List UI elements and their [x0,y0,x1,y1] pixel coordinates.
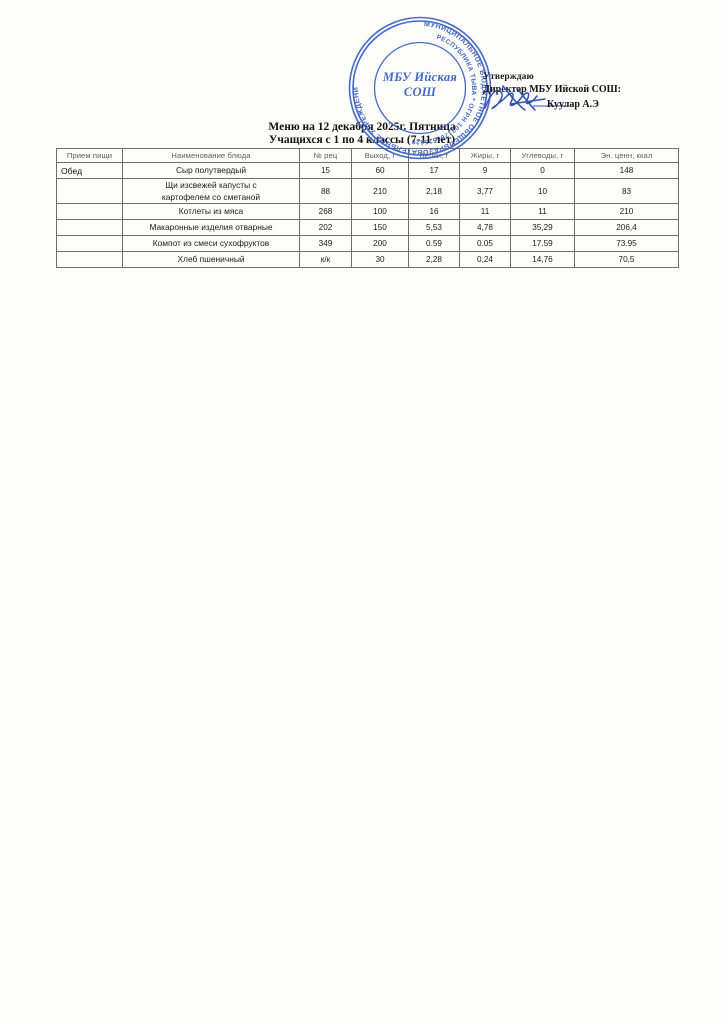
table-row: Хлеб пшеничный к/к 30 2,28 0,24 14,76 70… [56,251,679,268]
cell-meal: Обед [56,162,123,179]
cell-meal [56,203,123,220]
cell-carbs: 11 [510,203,575,220]
cell-dish: Макаронные изделия отварные [122,219,300,236]
cell-carbs: 10 [510,178,575,204]
header-meal: Прием пищи [56,148,123,163]
cell-protein: 5,53 [408,219,460,236]
cell-recipe: 88 [299,178,352,204]
header-recipe: № рец [299,148,352,163]
cell-output: 150 [351,219,409,236]
header-carbs: Углеводы, г [510,148,575,163]
cell-carbs: 35,29 [510,219,575,236]
cell-dish: Котлеты из мяса [122,203,300,220]
header-output: Выход, г [351,148,409,163]
cell-meal [56,219,123,236]
stamp-center-line1: МБУ Ийская [382,70,458,84]
cell-recipe: к/к [299,251,352,268]
table-header-row: Прием пищи Наименование блюда № рец Выхо… [56,148,679,163]
cell-fat: 4,78 [459,219,511,236]
approval-block: Утверждаю Директор МБУ Ийской СОШ: Куула… [483,72,713,112]
cell-protein: 2,28 [408,251,460,268]
cell-fat: 0.05 [459,235,511,252]
cell-output: 100 [351,203,409,220]
cell-dish: Компот из смеси сухофруктов [122,235,300,252]
cell-dish: Щи изсвежей капусты с картофелем со смет… [122,178,300,204]
cell-output: 200 [351,235,409,252]
signer-name: Куулар А.Э [547,99,599,110]
cell-recipe: 349 [299,235,352,252]
menu-table: Прием пищи Наименование блюда № рец Выхо… [56,148,679,268]
director-line: Директор МБУ Ийской СОШ: [483,84,621,95]
table-row: Щи изсвежей капусты с картофелем со смет… [56,178,679,204]
header-fat: Жиры, г [459,148,511,163]
header-protein: Белки, г [408,148,460,163]
cell-kcal: 83 [574,178,679,204]
cell-recipe: 202 [299,219,352,236]
cell-kcal: 73.95 [574,235,679,252]
table-row: Котлеты из мяса 268 100 16 11 11 210 [56,203,679,220]
cell-fat: 9 [459,162,511,179]
document-subtitle: Учащихся с 1 по 4 классы (7-11 лет) [268,134,456,146]
cell-dish: Сыр полутвердый [122,162,300,179]
cell-recipe: 15 [299,162,352,179]
cell-dish-line1: Щи изсвежей капусты с [165,180,257,190]
stamp-center-line2: СОШ [403,85,437,99]
header-dish: Наименование блюда [122,148,300,163]
document-title: Меню на 12 декабря 2025г. Пятница [268,121,456,133]
table-row: Компот из смеси сухофруктов 349 200 0.59… [56,235,679,252]
cell-fat: 0,24 [459,251,511,268]
cell-output: 60 [351,162,409,179]
cell-kcal: 148 [574,162,679,179]
cell-recipe: 268 [299,203,352,220]
table-row: Обед Сыр полутвердый 15 60 17 9 0 148 [56,162,679,179]
cell-carbs: 17.59 [510,235,575,252]
cell-output: 210 [351,178,409,204]
cell-protein: 2,18 [408,178,460,204]
cell-meal [56,235,123,252]
cell-carbs: 0 [510,162,575,179]
cell-dish-line2: картофелем со сметаной [161,192,261,202]
cell-carbs: 14,76 [510,251,575,268]
cell-kcal: 210 [574,203,679,220]
signature-line: Куулар А.Э [483,85,713,112]
cell-protein: 17 [408,162,460,179]
cell-kcal: 206,4 [574,219,679,236]
cell-meal [56,178,123,204]
cell-fat: 3,77 [459,178,511,204]
cell-dish: Хлеб пшеничный [122,251,300,268]
cell-protein: 0.59 [408,235,460,252]
cell-meal [56,251,123,268]
cell-fat: 11 [459,203,511,220]
header-kcal: Эн. ценн, ккал [574,148,679,163]
table-row: Макаронные изделия отварные 202 150 5,53… [56,219,679,236]
cell-kcal: 70,5 [574,251,679,268]
approval-word: Утверждаю [483,72,534,82]
stamp-center-label: МБУ Ийская СОШ [344,70,496,100]
cell-protein: 16 [408,203,460,220]
cell-output: 30 [351,251,409,268]
